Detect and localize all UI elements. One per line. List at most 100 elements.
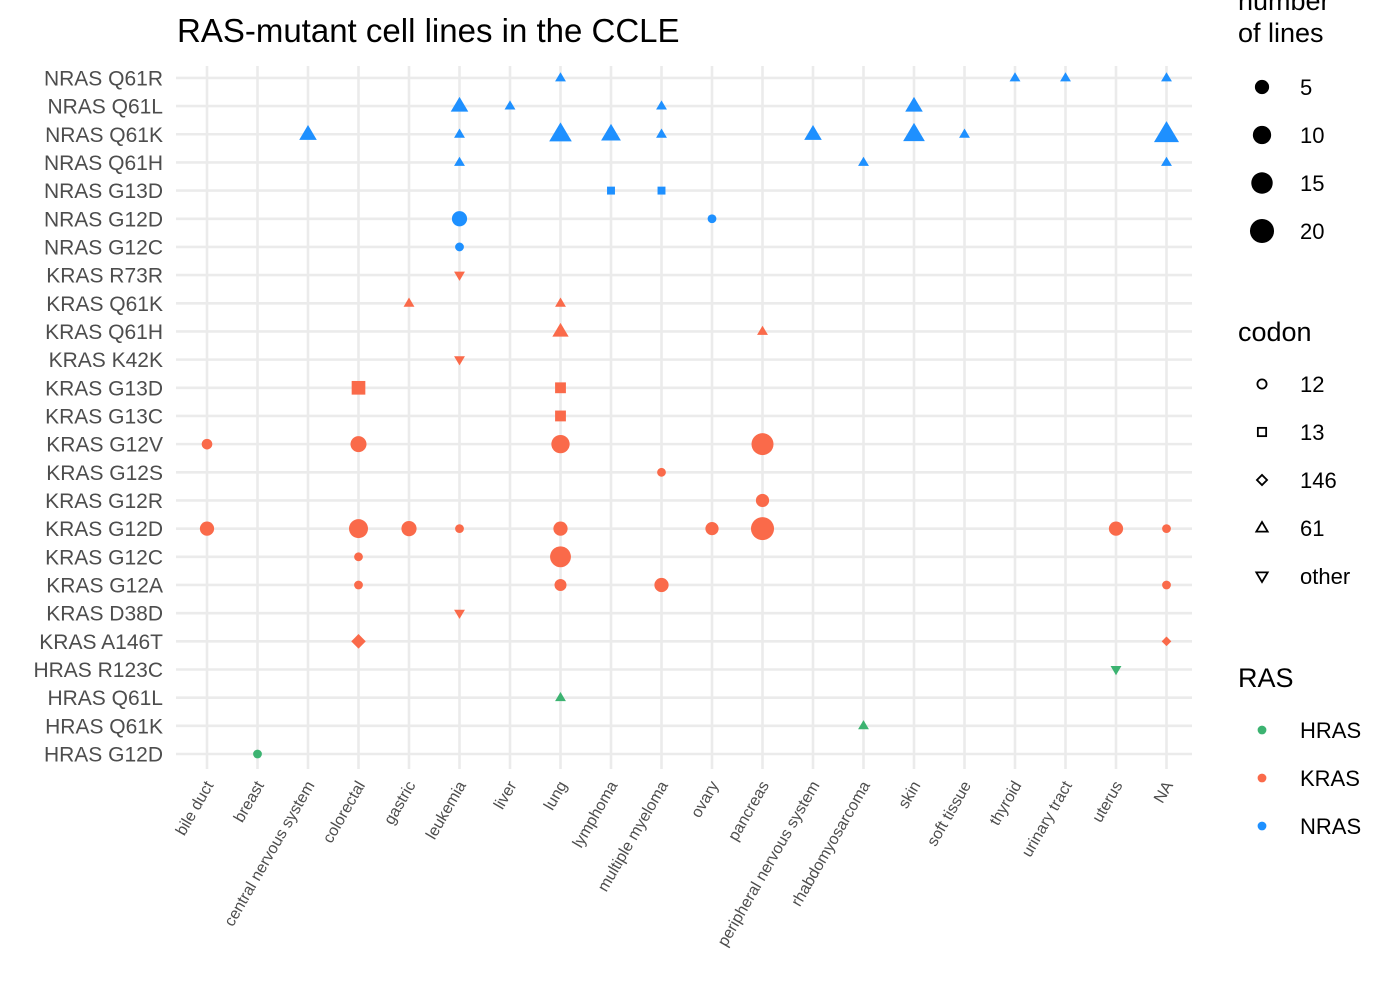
point-nras-q61h-leukemia	[454, 156, 465, 166]
x-tick-skin: skin	[896, 779, 925, 812]
y-tick-hras-r123c: HRAS R123C	[33, 659, 163, 682]
point-kras-g12v-pancreas	[751, 433, 774, 456]
point-nras-g13d-lymphoma	[607, 186, 615, 195]
point-nras-q61r-thyroid	[1009, 72, 1021, 82]
legend-codon-label-12: 12	[1300, 372, 1324, 397]
x-tick-pancreas: pancreas	[725, 779, 773, 845]
x-tick-na: NA	[1151, 778, 1177, 806]
point-kras-g12c-colorectal	[354, 552, 363, 562]
x-tick-soft-tissue: soft tissue	[924, 778, 975, 849]
point-nras-q61k-multiple-myeloma	[656, 128, 667, 138]
point-kras-a146t-na	[1161, 636, 1172, 647]
x-tick-central-nervous-system: central nervous system	[221, 779, 318, 930]
point-nras-q61h-rhabdomyosarcoma	[858, 156, 869, 166]
y-tick-kras-g12s: KRAS G12S	[46, 462, 163, 485]
x-tick-thyroid: thyroid	[987, 779, 1026, 829]
y-tick-kras-g13d: KRAS G13D	[45, 377, 163, 400]
legend-ras-label-nras: NRAS	[1300, 814, 1361, 839]
legend-size-label-15: 15	[1300, 171, 1324, 196]
legend-size-key-20	[1249, 218, 1275, 244]
y-tick-kras-g12a: KRAS G12A	[46, 574, 163, 597]
legend-size-label-20: 20	[1300, 219, 1324, 244]
point-kras-g12v-bile-duct	[201, 438, 213, 450]
legend-size-key-5	[1254, 79, 1270, 95]
x-tick-peripheral-nervous-system: peripheral nervous system	[715, 779, 824, 950]
x-tick-leukemia: leukemia	[423, 778, 470, 842]
point-kras-g12d-ovary	[705, 522, 719, 536]
x-tick-uterus: uterus	[1090, 779, 1127, 826]
point-kras-g12d-leukemia	[455, 524, 464, 534]
point-nras-q61k-soft-tissue	[959, 128, 970, 138]
point-nras-q61k-skin	[903, 122, 925, 142]
point-kras-g12d-colorectal	[349, 519, 368, 539]
legend-codon-key-146	[1255, 473, 1269, 487]
y-tick-nras-g12c: NRAS G12C	[44, 236, 163, 259]
legends: number of lines 5 10 15 20 codon 12 13 146 61 other…	[1238, 0, 1361, 839]
point-nras-q61k-central-nervous-system	[299, 125, 317, 140]
point-nras-q61k-peripheral-nervous-system	[804, 125, 822, 140]
point-kras-g12v-colorectal	[350, 436, 367, 453]
point-kras-d38d-leukemia	[454, 609, 465, 619]
y-tick-kras-r73r: KRAS R73R	[46, 265, 163, 288]
y-tick-kras-q61k: KRAS Q61K	[46, 293, 163, 316]
grid-lines	[176, 66, 1192, 769]
point-kras-g12d-uterus	[1108, 521, 1124, 536]
point-kras-k42k-leukemia	[454, 356, 465, 366]
point-kras-g12a-na	[1162, 580, 1171, 590]
y-tick-hras-q61l: HRAS Q61L	[47, 687, 163, 710]
y-tick-hras-g12d: HRAS G12D	[44, 744, 163, 767]
legend-size-key-10	[1252, 125, 1272, 145]
legend-ras-label-kras: KRAS	[1300, 766, 1360, 791]
point-kras-g13d-colorectal	[351, 380, 366, 395]
legend-codon-key-other	[1254, 571, 1270, 584]
point-kras-g12d-gastric	[401, 521, 417, 537]
point-kras-r73r-leukemia	[454, 271, 465, 281]
point-nras-g12d-ovary	[707, 214, 717, 224]
y-tick-nras-g12d: NRAS G12D	[44, 208, 163, 231]
x-tick-liver: liver	[491, 778, 521, 812]
point-nras-q61r-lung	[555, 72, 566, 82]
point-kras-g12d-lung	[553, 521, 568, 536]
point-hras-q61l-lung	[555, 691, 566, 702]
point-nras-g13d-multiple-myeloma	[657, 186, 666, 195]
data-points	[199, 72, 1180, 759]
point-kras-g12d-na	[1162, 524, 1171, 534]
point-kras-a146t-colorectal	[351, 634, 366, 649]
point-nras-q61l-leukemia	[450, 96, 469, 112]
point-nras-q61k-leukemia	[454, 128, 465, 138]
point-nras-g12d-leukemia	[451, 211, 468, 227]
y-tick-nras-q61h: NRAS Q61H	[44, 152, 163, 175]
legend-codon-label-61: 61	[1300, 516, 1324, 541]
legend-codon-label-13: 13	[1300, 420, 1324, 445]
legend-ras-label-hras: HRAS	[1300, 718, 1361, 743]
point-hras-g12d-breast	[253, 749, 262, 759]
legend-size-label-10: 10	[1300, 123, 1324, 148]
point-hras-q61k-rhabdomyosarcoma	[858, 720, 869, 730]
point-kras-g12d-pancreas	[750, 517, 775, 541]
y-tick-nras-q61l: NRAS Q61L	[47, 96, 163, 119]
x-tick-lung: lung	[541, 779, 571, 814]
y-tick-hras-q61k: HRAS Q61K	[45, 715, 163, 738]
legend-size-title-line1: number	[1238, 0, 1330, 16]
y-tick-kras-g12r: KRAS G12R	[45, 490, 163, 513]
point-kras-q61h-lung	[552, 322, 569, 337]
legend-size-title-line2: of lines	[1238, 18, 1324, 48]
legend-codon-label-146: 146	[1300, 468, 1337, 493]
x-tick-urinary-tract: urinary tract	[1019, 778, 1076, 860]
x-tick-gastric: gastric	[381, 779, 419, 828]
y-tick-nras-g13d: NRAS G13D	[44, 180, 163, 203]
point-kras-q61k-lung	[555, 297, 566, 307]
point-kras-g13d-lung	[555, 382, 566, 394]
y-tick-kras-k42k: KRAS K42K	[49, 349, 163, 372]
chart-title: RAS-mutant cell lines in the CCLE	[177, 12, 680, 49]
y-tick-nras-q61k: NRAS Q61K	[45, 124, 163, 147]
legend-codon-key-61	[1254, 520, 1270, 533]
point-kras-g12a-colorectal	[354, 580, 363, 590]
legend-codon-key-12	[1256, 378, 1268, 390]
x-tick-breast: breast	[231, 778, 268, 825]
point-nras-q61r-na	[1161, 72, 1172, 82]
point-kras-q61k-gastric	[403, 297, 415, 307]
point-kras-g12v-lung	[551, 434, 570, 454]
point-nras-q61l-skin	[905, 96, 923, 112]
